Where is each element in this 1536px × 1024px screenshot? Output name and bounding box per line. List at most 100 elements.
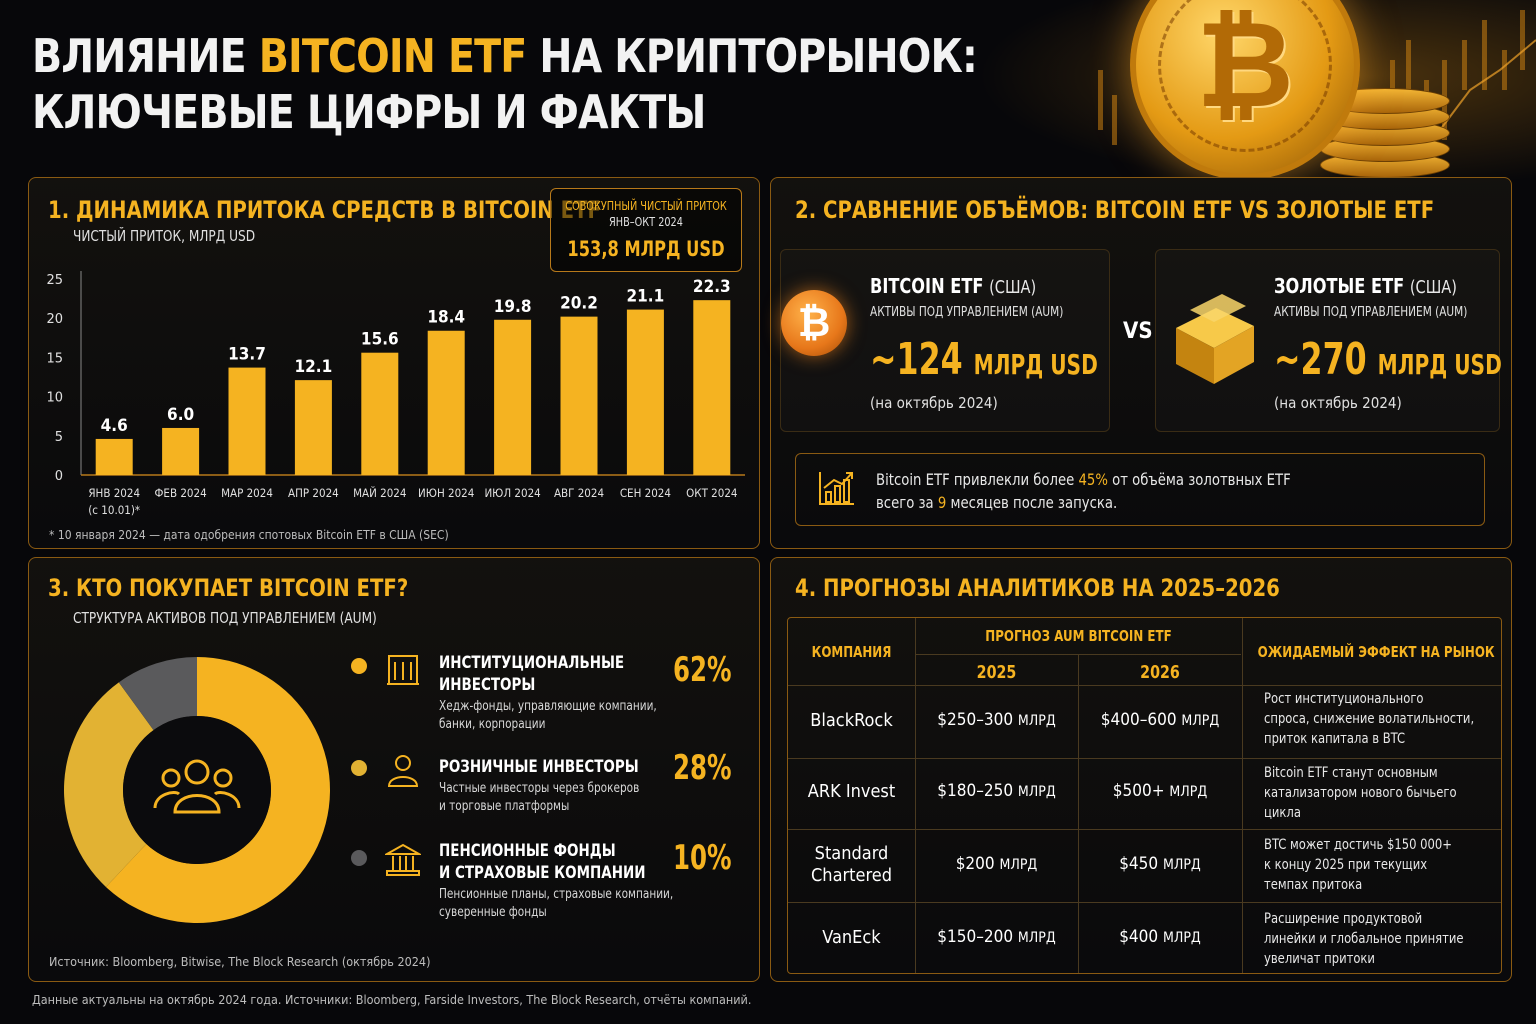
inflow-footnote: * 10 января 2024 — дата одобрения спотов… (49, 528, 449, 542)
value-2026: $400–600 МЛРД (1100, 710, 1220, 730)
x-tick-label: ИЮЛ 2024 (484, 486, 540, 500)
bar (228, 367, 266, 475)
bar (494, 319, 532, 475)
x-tick-label: МАЙ 2024 (353, 485, 406, 500)
value-2025: $200 МЛРД (955, 854, 1038, 874)
effect-cell: Рост институционального спроса, снижение … (1264, 691, 1475, 747)
building-icon (387, 655, 419, 685)
btc-aum-value: ~124 МЛРД USD (870, 334, 1098, 385)
bar-value-label: 20.2 (560, 294, 598, 314)
gold-aum-value: ~270 МЛРД USD (1274, 334, 1502, 385)
x-tick-label: ЯНВ 2024 (88, 486, 140, 500)
value-2026: $450 МЛРД (1119, 854, 1201, 874)
x-tick-label: ОКТ 2024 (686, 486, 737, 500)
bar-value-label: 15.6 (361, 330, 399, 350)
col-company: КОМПАНИЯ (811, 643, 892, 661)
compare-panel: 2. СРАВНЕНИЕ ОБЪЁМОВ: BITCOIN ETF VS ЗОЛ… (770, 177, 1512, 549)
segment-desc: Частные инвесторы через брокеров и торгов… (439, 781, 640, 814)
effect-cell: BTC может достичь $150 000+ к концу 2025 … (1264, 837, 1452, 893)
x-tick-label: АВГ 2024 (554, 486, 604, 500)
x-tick-label: МАР 2024 (221, 486, 273, 500)
segment-title: ИНСТИТУЦИОНАЛЬНЫЕ ИНВЕСТОРЫ (439, 653, 625, 695)
gold-date: (на октябрь 2024) (1274, 394, 1402, 412)
buyers-source: Источник: Bloomberg, Bitwise, The Block … (49, 954, 431, 969)
buyers-subtitle: СТРУКТУРА АКТИВОВ ПОД УПРАВЛЕНИЕМ (AUM) (73, 609, 377, 627)
legend-dot (351, 658, 367, 674)
y-tick-label: 20 (46, 312, 63, 327)
legend-dot (351, 760, 367, 776)
donut-hole (123, 716, 271, 864)
x-tick-label: ИЮН 2024 (418, 486, 474, 500)
page-title: ВЛИЯНИЕ BITCOIN ETF НА КРИПТОРЫНОК: КЛЮЧ… (32, 29, 978, 139)
company-cell: BlackRock (810, 710, 893, 731)
y-tick-label: 10 (46, 391, 63, 406)
company-cell: Standard Chartered (811, 843, 892, 886)
bitcoin-coin-illustration: ₿ (1090, 0, 1536, 178)
total-label: СОВОКУПНЫЙ ЧИСТЫЙ ПРИТОК (565, 199, 727, 213)
legend-dot (351, 850, 367, 866)
y-tick-label: 15 (46, 351, 63, 366)
inflow-subtitle: ЧИСТЫЙ ПРИТОК, МЛРД USD (73, 227, 256, 245)
gold-bars-icon (1176, 294, 1254, 384)
effect-cell: Bitcoin ETF станут основным катализатором… (1264, 765, 1457, 821)
bar-value-label: 13.7 (228, 345, 266, 365)
value-2026: $500+ МЛРД (1112, 781, 1208, 801)
x-tick-label: ФЕВ 2024 (155, 486, 207, 500)
bar-value-label: 18.4 (427, 308, 465, 328)
y-tick-label: 5 (55, 430, 63, 445)
inflow-bar-chart: 0 5 10 15 20 25 4.6 ЯНВ 2024 (с 10.01)* 6.0 ФЕВ 20… (46, 271, 745, 517)
total-period: ЯНВ–ОКТ 2024 (609, 215, 683, 229)
x-tick-label: СЕН 2024 (620, 486, 671, 500)
gold-aum-label: АКТИВЫ ПОД УПРАВЛЕНИЕМ (AUM) (1274, 305, 1468, 320)
gold-etf-name: ЗОЛОТЫЕ ETF (США) (1274, 274, 1457, 298)
bar-value-label: 19.8 (494, 297, 532, 317)
total-value: 153,8 МЛРД USD (567, 237, 725, 261)
donut-slice (118, 657, 197, 731)
donut-slice (105, 657, 330, 923)
col-effect: ОЖИДАЕМЫЙ ЭФФЕКТ НА РЫНОК (1257, 643, 1495, 661)
bar-value-label: 4.6 (101, 416, 128, 436)
bar (162, 427, 200, 475)
col-forecast: ПРОГНОЗ AUM BITCOIN ETF (985, 627, 1172, 645)
bar (560, 316, 598, 475)
inflow-title: 1. ДИНАМИКА ПРИТОКА СРЕДСТВ В BITCOIN ET… (48, 196, 601, 224)
forecast-title: 4. ПРОГНОЗЫ АНАЛИТИКОВ НА 2025–2026 (795, 574, 1280, 602)
value-2026: $400 МЛРД (1119, 927, 1201, 947)
users-group-icon (153, 759, 241, 814)
bar (626, 309, 664, 475)
segment-desc: Пенсионные планы, страховые компании, сув… (439, 887, 674, 920)
value-2025: $150–200 МЛРД (937, 927, 1056, 947)
growth-chart-icon (819, 472, 854, 505)
x-tick-label: АПР 2024 (288, 486, 339, 500)
bottom-note: Данные актуальны на октябрь 2024 года. И… (32, 992, 752, 1007)
y-tick-label: 0 (55, 469, 63, 484)
value-2025: $180–250 МЛРД (937, 781, 1056, 801)
col-2025: 2025 (976, 662, 1017, 683)
x-tick-note: (с 10.01)* (88, 503, 140, 517)
segment-title: РОЗНИЧНЫЕ ИНВЕСТОРЫ (439, 757, 639, 777)
forecast-table: КОМПАНИЯ ПРОГНОЗ AUM BITCOIN ETF 2025 20… (787, 617, 1502, 974)
segment-title: ПЕНСИОННЫЕ ФОНДЫ И СТРАХОВЫЕ КОМПАНИИ (439, 841, 646, 883)
segment-pct-institutional: 62% (673, 650, 732, 690)
vs-label: VS (1123, 319, 1153, 344)
btc-aum-label: АКТИВЫ ПОД УПРАВЛЕНИЕМ (AUM) (870, 305, 1064, 320)
y-tick-label: 25 (46, 273, 63, 288)
forecast-panel: 4. ПРОГНОЗЫ АНАЛИТИКОВ НА 2025–2026 КОМП… (770, 557, 1512, 982)
bar (294, 380, 332, 475)
bar-value-label: 6.0 (167, 405, 194, 425)
comparison-note-text: Bitcoin ETF привлекли более 45% от объём… (876, 470, 1291, 512)
bar (95, 438, 133, 475)
bar-value-label: 22.3 (693, 277, 731, 297)
col-2026: 2026 (1140, 662, 1180, 683)
segment-pct-pension: 10% (673, 838, 732, 878)
bitcoin-coin: ₿ (1130, 0, 1360, 178)
value-2025: $250–300 МЛРД (937, 710, 1056, 730)
total-inflow-box: СОВОКУПНЫЙ ЧИСТЫЙ ПРИТОК ЯНВ–ОКТ 2024 15… (550, 188, 742, 272)
inflow-panel: 1. ДИНАМИКА ПРИТОКА СРЕДСТВ В BITCOIN ET… (28, 177, 760, 549)
segment-pct-retail: 28% (673, 748, 732, 788)
btc-date: (на октябрь 2024) (870, 394, 998, 412)
btc-etf-name: BITCOIN ETF (США) (870, 274, 1037, 298)
bar (693, 300, 731, 475)
bar-value-label: 12.1 (295, 357, 333, 377)
gold-etf-card: ЗОЛОТЫЕ ETF (США) АКТИВЫ ПОД УПРАВЛЕНИЕМ… (1155, 249, 1502, 432)
